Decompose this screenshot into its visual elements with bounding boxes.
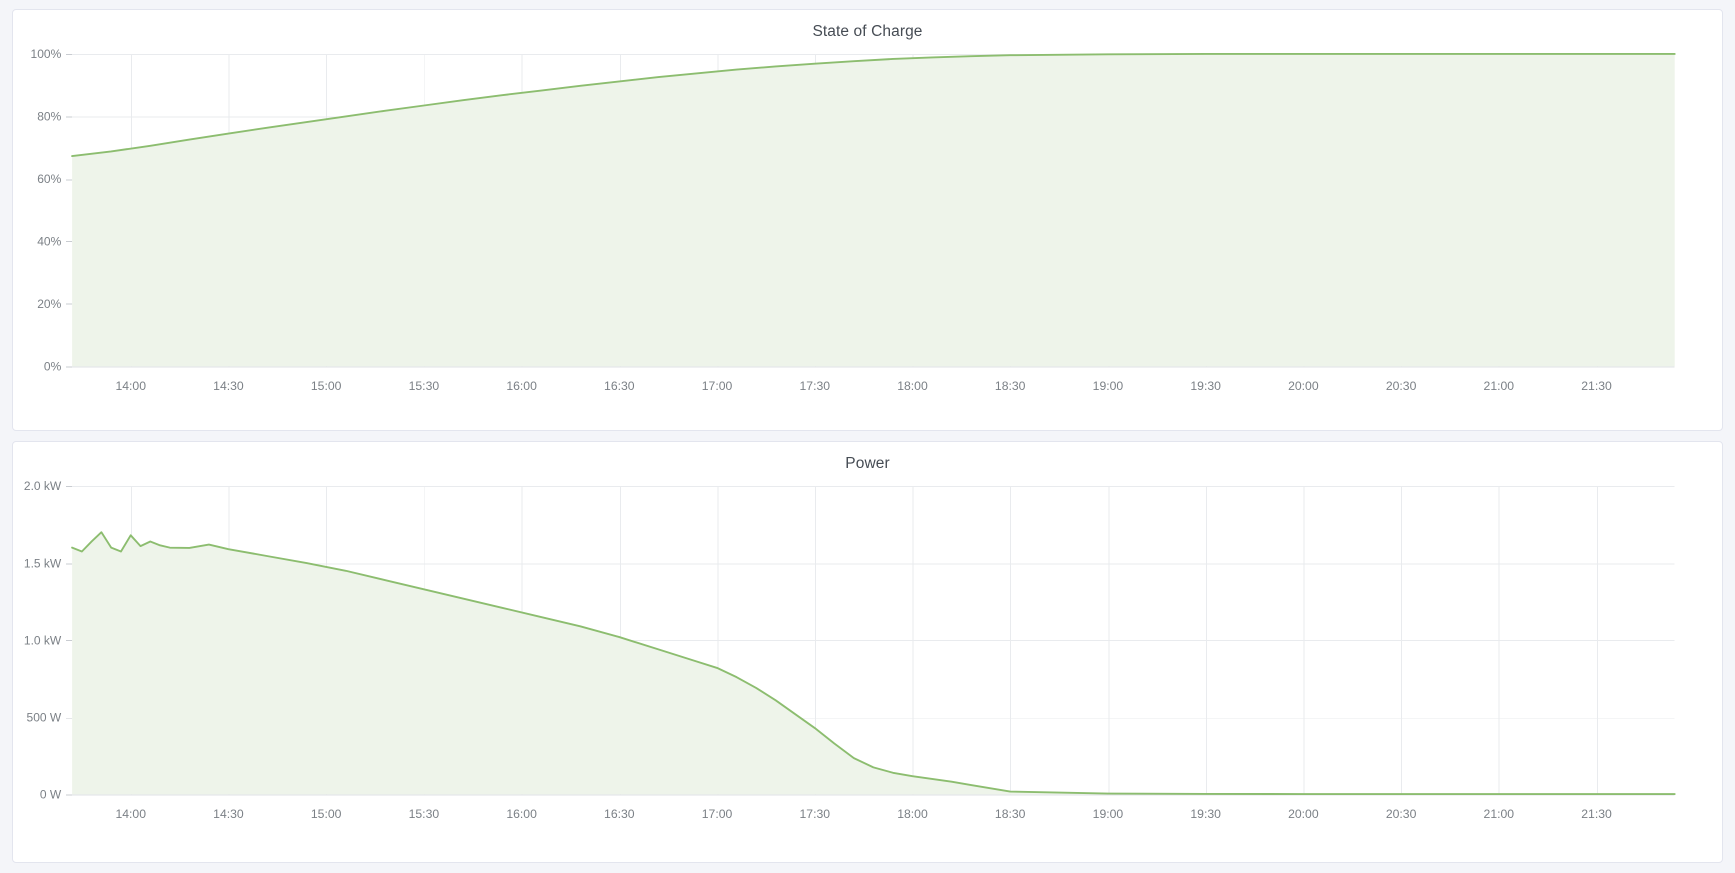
svg-text:20%: 20%: [37, 297, 61, 311]
panel-state-of-charge: State of Charge 0% 20% 40% 60% 80% 100% 14:00 1…: [12, 9, 1723, 431]
svg-text:15:00: 15:00: [311, 807, 342, 821]
svg-text:16:00: 16:00: [506, 807, 537, 821]
svg-text:15:00: 15:00: [311, 379, 342, 393]
svg-text:18:30: 18:30: [995, 807, 1026, 821]
svg-text:15:30: 15:30: [409, 379, 440, 393]
svg-text:0 W: 0 W: [40, 788, 62, 802]
state-of-charge-plot-svg[interactable]: 0% 20% 40% 60% 80% 100% 14:00 14:30 15:00 15:30 16…: [13, 46, 1722, 430]
svg-text:16:00: 16:00: [506, 379, 537, 393]
svg-text:20:30: 20:30: [1386, 379, 1417, 393]
svg-text:21:30: 21:30: [1581, 379, 1612, 393]
svg-text:21:00: 21:00: [1484, 379, 1515, 393]
svg-text:0%: 0%: [44, 360, 62, 374]
svg-text:19:30: 19:30: [1190, 379, 1221, 393]
svg-text:14:00: 14:00: [115, 379, 146, 393]
svg-text:17:30: 17:30: [800, 379, 831, 393]
chart-power[interactable]: 0 W 500 W 1.0 kW 1.5 kW 2.0 kW 14:00 14:30 15:0…: [13, 478, 1722, 862]
svg-text:18:30: 18:30: [995, 379, 1026, 393]
svg-text:15:30: 15:30: [409, 807, 440, 821]
svg-text:20:30: 20:30: [1386, 807, 1417, 821]
svg-text:21:30: 21:30: [1581, 807, 1612, 821]
svg-text:17:00: 17:00: [702, 379, 733, 393]
svg-text:19:00: 19:00: [1093, 379, 1124, 393]
svg-text:500 W: 500 W: [27, 710, 62, 724]
svg-text:20:00: 20:00: [1288, 807, 1319, 821]
svg-text:100%: 100%: [31, 47, 62, 61]
svg-text:1.0 kW: 1.0 kW: [24, 633, 62, 647]
svg-text:60%: 60%: [37, 172, 61, 186]
svg-text:14:00: 14:00: [115, 807, 146, 821]
svg-text:19:00: 19:00: [1093, 807, 1124, 821]
svg-text:18:00: 18:00: [897, 379, 928, 393]
chart-state-of-charge[interactable]: 0% 20% 40% 60% 80% 100% 14:00 14:30 15:00 15:30 16…: [13, 46, 1722, 430]
power-plot-svg[interactable]: 0 W 500 W 1.0 kW 1.5 kW 2.0 kW 14:00 14:30 15:0…: [13, 478, 1722, 862]
svg-text:14:30: 14:30: [213, 807, 244, 821]
svg-text:18:00: 18:00: [897, 807, 928, 821]
panel-title-power: Power: [845, 455, 890, 472]
svg-text:2.0 kW: 2.0 kW: [24, 479, 62, 493]
svg-text:17:00: 17:00: [702, 807, 733, 821]
svg-text:17:30: 17:30: [800, 807, 831, 821]
svg-text:19:30: 19:30: [1190, 807, 1221, 821]
panel-title-state-of-charge: State of Charge: [812, 23, 923, 40]
svg-text:20:00: 20:00: [1288, 379, 1319, 393]
svg-text:16:30: 16:30: [604, 807, 635, 821]
svg-text:80%: 80%: [37, 110, 61, 124]
panel-power: Power 0 W 500 W 1.0 kW 1.5 kW 2.0 kW 14:00 14:…: [12, 441, 1723, 863]
svg-text:14:30: 14:30: [213, 379, 244, 393]
svg-text:21:00: 21:00: [1484, 807, 1515, 821]
svg-text:16:30: 16:30: [604, 379, 635, 393]
svg-text:40%: 40%: [37, 235, 61, 249]
svg-text:1.5 kW: 1.5 kW: [24, 556, 62, 570]
